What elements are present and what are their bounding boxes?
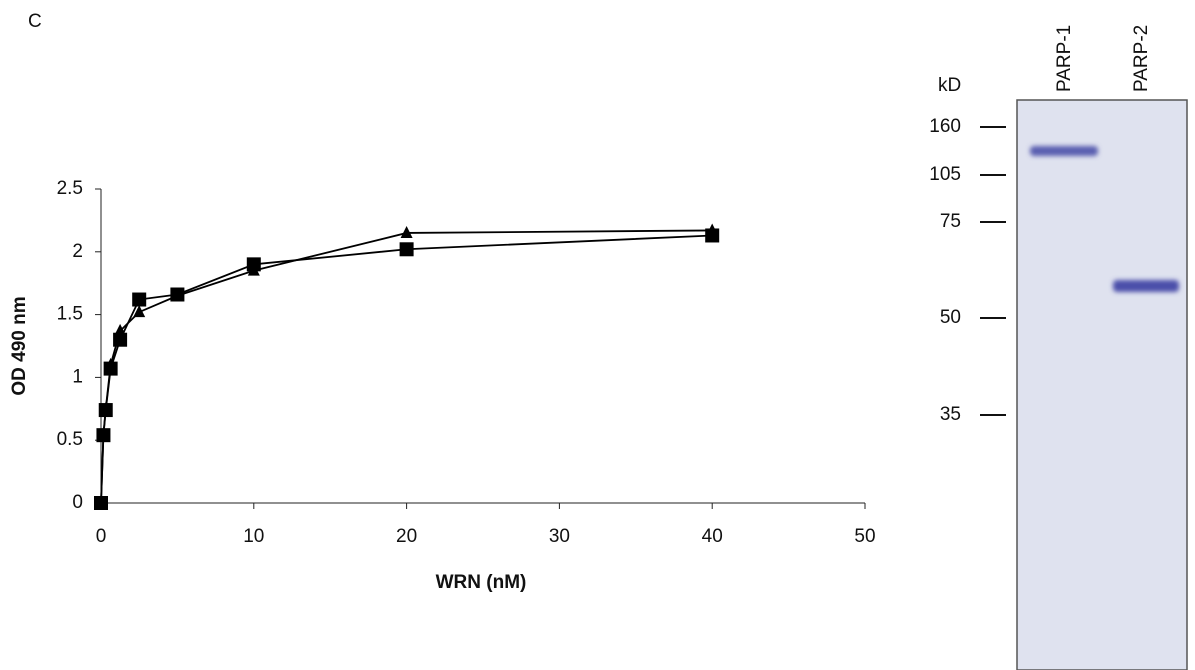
x-tick-label: 30 — [549, 526, 570, 547]
series-line — [101, 230, 712, 503]
square-marker — [705, 228, 719, 242]
gel — [1017, 100, 1187, 670]
square-marker — [104, 362, 118, 376]
y-axis-label: OD 490 nm — [9, 296, 30, 395]
series-line — [101, 235, 712, 503]
marker-label: 50 — [940, 307, 961, 328]
gel-unit: kD — [938, 75, 961, 96]
marker-label: 35 — [940, 404, 961, 425]
y-tick-label: 0 — [72, 492, 83, 513]
x-tick-label: 50 — [854, 526, 875, 547]
gel-band — [1113, 280, 1179, 292]
x-tick-label: 10 — [243, 526, 264, 547]
square-marker — [170, 288, 184, 302]
y-tick-label: 2.5 — [57, 178, 83, 199]
gel-image — [1017, 100, 1187, 670]
y-tick-label: 1 — [72, 366, 83, 387]
lane-label: PARP-2 — [1131, 25, 1152, 92]
y-tick-label: 2 — [72, 241, 83, 262]
square-marker — [94, 496, 108, 510]
gel-band — [1030, 146, 1098, 156]
x-axis-label: WRN (nM) — [436, 572, 527, 593]
x-tick-label: 0 — [96, 526, 107, 547]
panel-label: C — [28, 11, 42, 32]
y-tick-label: 1.5 — [57, 304, 83, 325]
figure: C WRN (nM) OD 490 nm kD PARP-1 PARP-2 0 1… — [0, 0, 1195, 670]
square-marker — [99, 403, 113, 417]
y-tick-label: 0.5 — [57, 429, 83, 450]
marker-label: 75 — [940, 211, 961, 232]
lane-label: PARP-1 — [1054, 25, 1075, 92]
x-tick-label: 20 — [396, 526, 417, 547]
square-marker — [247, 257, 261, 271]
triangle-marker — [401, 226, 413, 238]
square-marker — [132, 293, 146, 307]
marker-label: 160 — [929, 116, 961, 137]
square-marker — [96, 428, 110, 442]
square-marker — [400, 242, 414, 256]
square-marker — [113, 333, 127, 347]
x-tick-label: 40 — [702, 526, 723, 547]
marker-label: 105 — [929, 164, 961, 185]
